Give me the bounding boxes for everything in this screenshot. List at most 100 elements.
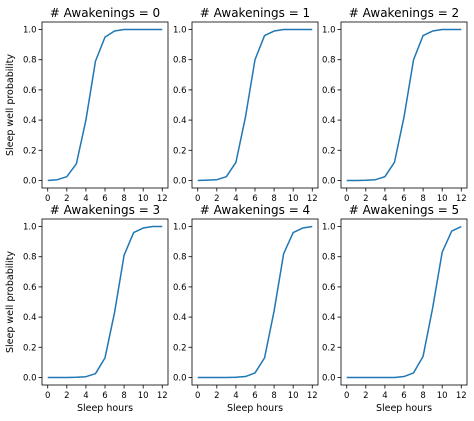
y-tick-label: 0.2 [322, 343, 336, 353]
y-tick-label: 0.4 [23, 116, 37, 126]
x-tick-label: 0 [344, 194, 349, 204]
y-tick-label: 0.4 [173, 313, 187, 323]
x-axis-label: Sleep hours [376, 403, 432, 414]
x-tick-label: 4 [83, 194, 88, 204]
y-tick-label: 0.0 [23, 373, 37, 383]
y-tick-label: 1.0 [322, 26, 336, 36]
x-tick-label: 10 [138, 391, 149, 401]
x-tick-label: 0 [344, 391, 349, 401]
y-tick-label: 0.6 [322, 86, 336, 96]
x-tick-label: 12 [307, 194, 318, 204]
y-tick-label: 1.0 [322, 223, 336, 233]
x-tick-label: 4 [83, 391, 88, 401]
x-tick-label: 8 [121, 194, 126, 204]
y-tick-label: 0.6 [23, 86, 37, 96]
x-tick-label: 12 [307, 391, 318, 401]
panel-title: # Awakenings = 5 [349, 203, 459, 217]
y-tick-label: 0.2 [322, 146, 336, 156]
panel-title: # Awakenings = 1 [200, 6, 310, 20]
panel-title: # Awakenings = 0 [50, 6, 160, 20]
x-tick-label: 12 [456, 194, 467, 204]
plot-area-frame [340, 21, 468, 189]
series-line [197, 225, 313, 379]
y-tick-label: 0.0 [173, 373, 187, 383]
y-tick-label: 0.4 [322, 116, 336, 126]
y-tick-label: 0.0 [322, 176, 336, 186]
y-tick-label: 1.0 [173, 223, 187, 233]
panel-title: # Awakenings = 3 [50, 203, 160, 217]
x-tick-label: 10 [437, 391, 448, 401]
x-tick-label: 6 [102, 391, 107, 401]
y-axis-label: Sleep well probability [5, 251, 16, 353]
x-tick-label: 12 [157, 391, 168, 401]
y-tick-label: 0.2 [23, 343, 37, 353]
x-axis-label: Sleep hours [227, 403, 283, 414]
plot-area-frame [191, 21, 319, 189]
plot-area-frame [41, 21, 169, 189]
x-axis-label: Sleep hours [77, 403, 133, 414]
x-tick-label: 2 [64, 391, 69, 401]
x-tick-label: 2 [363, 391, 368, 401]
plot-area-frame [41, 218, 169, 386]
series-line [47, 225, 163, 379]
y-tick-label: 0.6 [173, 283, 187, 293]
x-tick-label: 8 [420, 194, 425, 204]
x-tick-label: 0 [45, 194, 50, 204]
y-tick-label: 0.0 [322, 373, 336, 383]
x-tick-label: 4 [233, 194, 238, 204]
y-tick-label: 0.8 [23, 253, 37, 263]
series-line [346, 225, 462, 379]
x-tick-label: 10 [288, 391, 299, 401]
plot-area-frame [340, 218, 468, 386]
x-tick-label: 6 [252, 391, 257, 401]
y-axis-label: Sleep well probability [5, 54, 16, 156]
x-tick-label: 10 [288, 194, 299, 204]
x-tick-label: 8 [271, 194, 276, 204]
x-tick-label: 4 [233, 391, 238, 401]
x-tick-label: 4 [382, 391, 387, 401]
y-tick-label: 0.2 [173, 146, 187, 156]
y-tick-label: 0.6 [322, 283, 336, 293]
x-tick-label: 2 [363, 194, 368, 204]
series-line [47, 28, 163, 182]
series-line [197, 28, 313, 182]
y-tick-label: 0.8 [322, 253, 336, 263]
x-tick-label: 2 [214, 391, 219, 401]
y-tick-label: 0.2 [173, 343, 187, 353]
y-tick-label: 0.4 [173, 116, 187, 126]
x-tick-label: 2 [214, 194, 219, 204]
y-tick-label: 0.4 [23, 313, 37, 323]
panel-title: # Awakenings = 2 [349, 6, 459, 20]
x-tick-label: 10 [138, 194, 149, 204]
x-tick-label: 10 [437, 194, 448, 204]
x-tick-label: 8 [271, 391, 276, 401]
y-tick-label: 1.0 [173, 26, 187, 36]
y-tick-label: 0.8 [322, 56, 336, 66]
y-tick-label: 0.8 [23, 56, 37, 66]
y-tick-label: 0.0 [23, 176, 37, 186]
plot-area-frame [191, 218, 319, 386]
x-tick-label: 12 [456, 391, 467, 401]
y-tick-label: 0.4 [322, 313, 336, 323]
y-tick-label: 0.2 [23, 146, 37, 156]
x-tick-label: 0 [45, 391, 50, 401]
x-tick-label: 6 [401, 194, 406, 204]
x-tick-label: 2 [64, 194, 69, 204]
x-tick-label: 12 [157, 194, 168, 204]
panel-title: # Awakenings = 4 [200, 203, 310, 217]
y-tick-label: 0.8 [173, 253, 187, 263]
y-tick-label: 1.0 [23, 223, 37, 233]
x-tick-label: 8 [121, 391, 126, 401]
y-tick-label: 1.0 [23, 26, 37, 36]
x-tick-label: 0 [195, 194, 200, 204]
y-tick-label: 0.6 [23, 283, 37, 293]
x-tick-label: 6 [401, 391, 406, 401]
y-tick-label: 0.0 [173, 176, 187, 186]
x-tick-label: 8 [420, 391, 425, 401]
x-tick-label: 0 [195, 391, 200, 401]
y-tick-label: 0.8 [173, 56, 187, 66]
y-tick-label: 0.6 [173, 86, 187, 96]
x-tick-label: 6 [102, 194, 107, 204]
x-tick-label: 6 [252, 194, 257, 204]
